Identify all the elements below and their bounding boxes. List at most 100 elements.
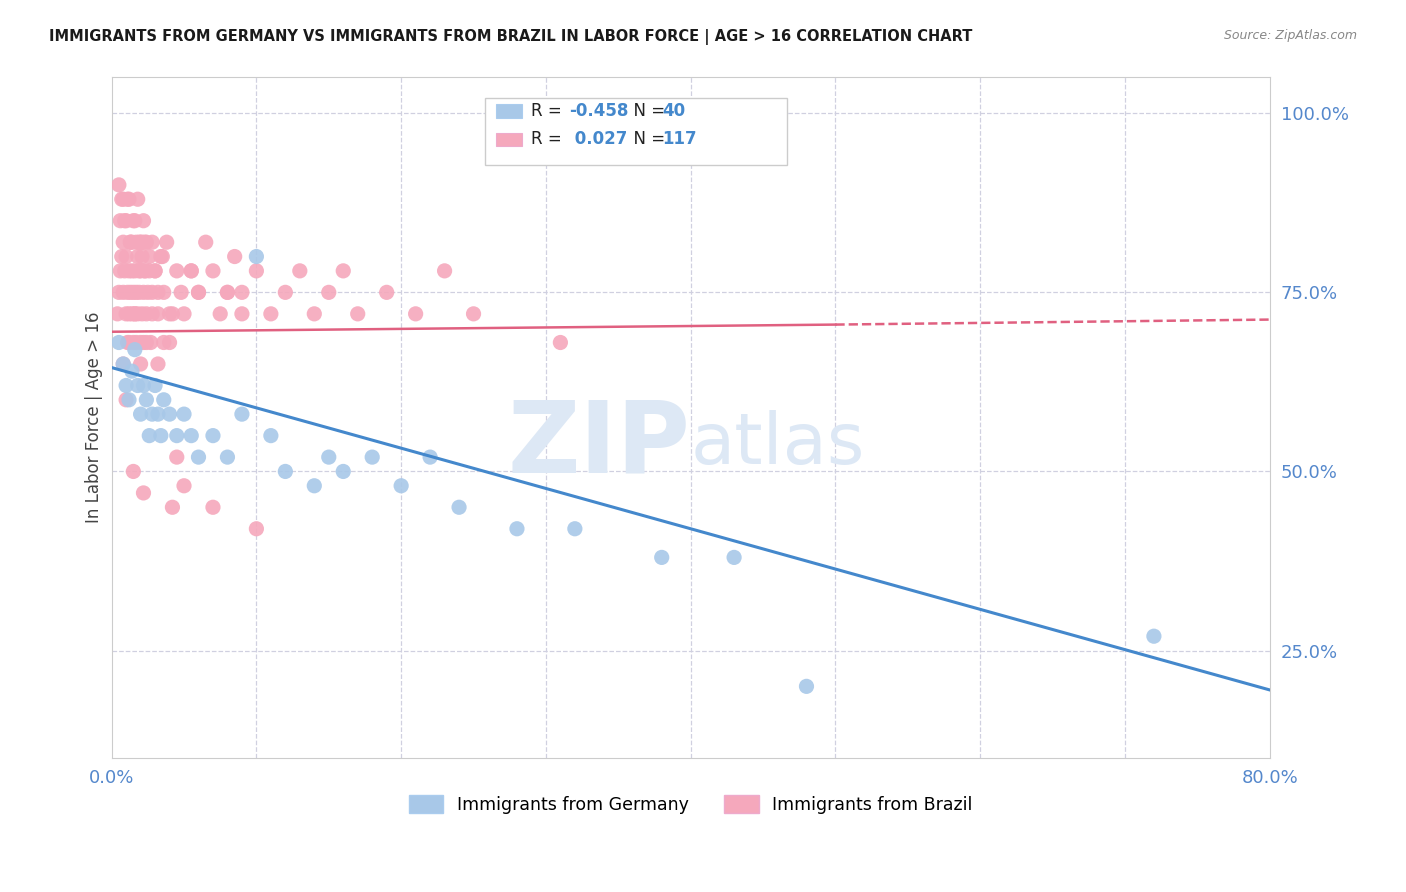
Point <box>224 250 246 264</box>
Point <box>129 264 152 278</box>
Point <box>124 264 146 278</box>
Point <box>143 264 166 278</box>
Point <box>129 235 152 250</box>
Point <box>128 285 150 300</box>
Point <box>112 357 135 371</box>
Point <box>1143 629 1166 643</box>
Point <box>124 307 146 321</box>
Text: R =: R = <box>531 130 568 148</box>
Text: -0.458: -0.458 <box>569 102 628 120</box>
Point <box>122 465 145 479</box>
Point <box>150 250 173 264</box>
Point <box>132 285 155 300</box>
Point <box>166 428 188 442</box>
Text: atlas: atlas <box>690 410 865 479</box>
Point <box>115 307 138 321</box>
Point <box>332 264 354 278</box>
Point <box>564 522 586 536</box>
Point <box>117 285 139 300</box>
Text: 40: 40 <box>662 102 685 120</box>
Point <box>129 357 152 371</box>
Point <box>128 235 150 250</box>
Point <box>125 285 148 300</box>
Point <box>201 264 224 278</box>
Point <box>124 343 146 357</box>
Point <box>122 213 145 227</box>
Text: 0.027: 0.027 <box>569 130 628 148</box>
Point <box>723 550 745 565</box>
Point <box>162 500 184 515</box>
Point <box>124 307 146 321</box>
Point <box>120 235 142 250</box>
Point <box>139 335 162 350</box>
Point <box>463 307 485 321</box>
Point <box>121 235 143 250</box>
Point <box>138 250 160 264</box>
Point <box>121 307 143 321</box>
Point <box>245 522 267 536</box>
Point <box>274 285 297 300</box>
Point <box>288 264 311 278</box>
Point <box>231 285 253 300</box>
Text: 117: 117 <box>662 130 697 148</box>
Point <box>138 428 160 442</box>
Point <box>180 428 202 442</box>
Point <box>260 307 283 321</box>
Point <box>550 335 572 350</box>
Point <box>419 450 441 464</box>
Point <box>118 307 141 321</box>
Point <box>125 335 148 350</box>
Point <box>112 235 135 250</box>
Point <box>146 357 169 371</box>
Point <box>159 407 181 421</box>
Point <box>447 500 470 515</box>
Point <box>121 364 143 378</box>
Point <box>152 335 174 350</box>
Point <box>152 392 174 407</box>
Point <box>135 307 157 321</box>
Point <box>217 285 239 300</box>
Point <box>120 285 142 300</box>
Point <box>114 213 136 227</box>
Point <box>506 522 529 536</box>
Point <box>651 550 673 565</box>
Point <box>170 285 193 300</box>
Point <box>108 178 131 192</box>
Y-axis label: In Labor Force | Age > 16: In Labor Force | Age > 16 <box>86 312 103 524</box>
Point <box>132 486 155 500</box>
Point <box>166 450 188 464</box>
Point <box>332 465 354 479</box>
Point <box>318 285 340 300</box>
Point <box>112 192 135 206</box>
Point <box>127 192 149 206</box>
Point <box>112 357 135 371</box>
Point <box>118 335 141 350</box>
Point <box>128 264 150 278</box>
Point <box>108 285 131 300</box>
Point <box>304 307 326 321</box>
Point <box>217 450 239 464</box>
Point <box>138 264 160 278</box>
Point <box>156 235 179 250</box>
Point <box>120 235 142 250</box>
Point <box>131 235 153 250</box>
Point <box>152 285 174 300</box>
Point <box>107 307 129 321</box>
Point <box>194 235 217 250</box>
Point <box>274 465 297 479</box>
Text: R =: R = <box>531 102 568 120</box>
Point <box>127 378 149 392</box>
Point <box>187 285 209 300</box>
Point <box>115 213 138 227</box>
Point <box>231 307 253 321</box>
Point <box>146 407 169 421</box>
Point <box>159 335 181 350</box>
Point <box>118 192 141 206</box>
Point <box>117 335 139 350</box>
Point <box>134 264 156 278</box>
Point <box>166 264 188 278</box>
Point <box>143 378 166 392</box>
Point <box>131 307 153 321</box>
Point <box>132 335 155 350</box>
Point <box>187 450 209 464</box>
